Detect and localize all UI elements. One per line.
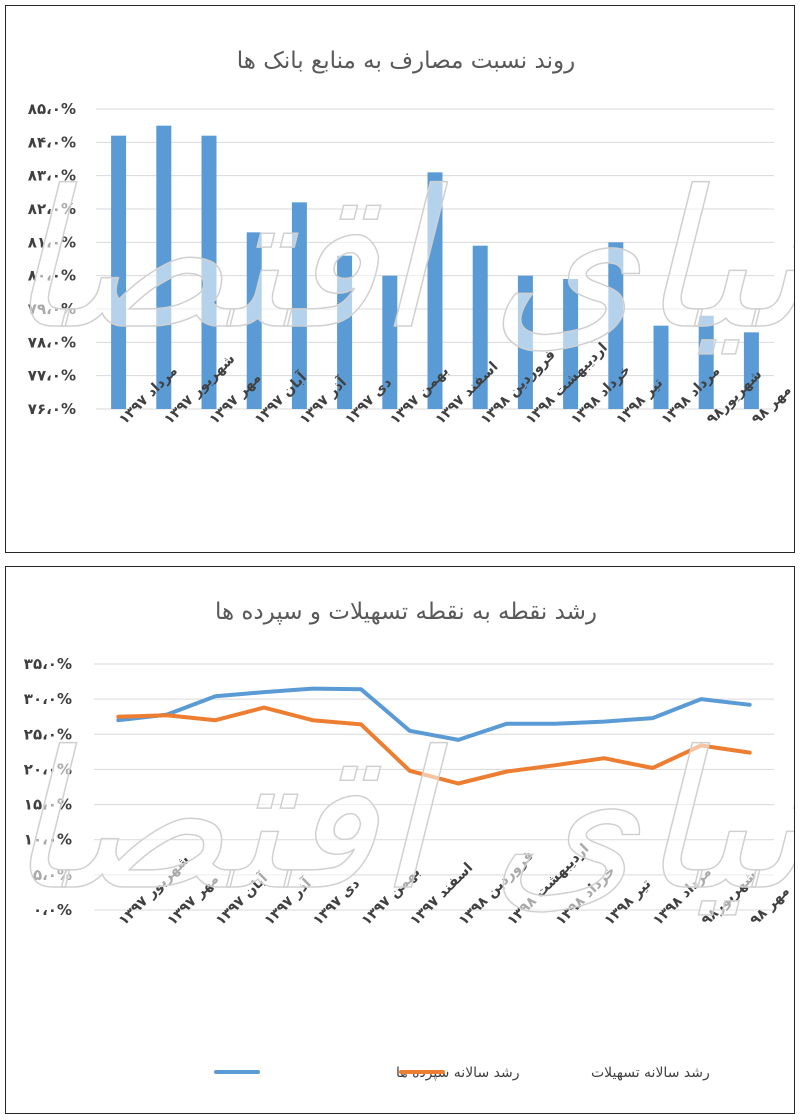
bar [111, 135, 127, 409]
y-tick-label: ۱۵،۰% [24, 796, 72, 814]
line-chart-legend: رشد سالانه سپرده ها رشد سالانه تسهیلات [214, 1065, 710, 1081]
y-tick-label: ۲۵،۰% [24, 725, 72, 743]
line-chart-series [116, 686, 752, 786]
bar [653, 325, 669, 409]
y-tick-label: ۷۸،۰% [28, 333, 76, 351]
y-tick-label: ۷۶،۰% [28, 400, 76, 418]
bar [246, 232, 262, 409]
watermark-logo: دنیای اقتصاد [6, 711, 794, 932]
y-tick-label: ۸۵،۰% [28, 100, 76, 118]
bar [743, 332, 759, 409]
bar [337, 255, 353, 409]
legend-label: رشد سالانه سپرده ها [396, 1065, 519, 1081]
bar-chart-bars [111, 125, 759, 410]
line-chart: رشد نقطه به نقطه تسهیلات و سپرده ها ۰،۰%… [6, 599, 794, 1081]
y-tick-label: ۱۰،۰% [24, 831, 72, 849]
bar-chart: روند نسبت مصارف به منابع بانک ها ۷۶،۰% ۷۷… [6, 48, 794, 428]
bar [156, 125, 172, 410]
legend-label: رشد سالانه تسهیلات [591, 1065, 710, 1081]
y-tick-label: ۷۹،۰% [28, 300, 76, 318]
bar-chart-panel: روند نسبت مصارف به منابع بانک ها ۷۶،۰% ۷۷… [5, 5, 795, 553]
line-chart-y-ticks: ۰،۰% ۵،۰% ۱۰،۰% ۱۵،۰% ۲۰،۰% ۲۵،۰% ۳۰،۰% ۳۵،۰% [24, 655, 72, 919]
y-tick-label: ۸۳،۰% [28, 167, 76, 185]
bar [427, 172, 443, 409]
line-chart-panel: رشد نقطه به نقطه تسهیلات و سپرده ها ۰،۰%… [5, 566, 795, 1114]
series-line-0 [116, 686, 752, 742]
bar [517, 275, 533, 409]
y-tick-label: ۸۴،۰% [28, 133, 76, 151]
bar [201, 135, 217, 409]
y-tick-label: ۰،۰% [33, 901, 72, 919]
series-line-1 [116, 705, 752, 786]
bar [291, 202, 307, 409]
y-tick-label: ۸۱،۰% [28, 233, 76, 251]
y-tick-label: ۸۰،۰% [28, 267, 76, 285]
y-tick-label: ۳۵،۰% [24, 655, 72, 673]
bar [608, 242, 624, 409]
bar [563, 279, 579, 409]
bar [698, 315, 714, 409]
bar-chart-y-ticks: ۷۶،۰% ۷۷،۰% ۷۸،۰% ۷۹،۰% ۸۰،۰% ۸۱،۰% ۸۲،۰% ۸۳،۰%… [28, 100, 76, 418]
y-tick-label: ۷۷،۰% [28, 367, 76, 385]
y-tick-label: ۸۲،۰% [28, 200, 76, 218]
bar [472, 245, 488, 409]
y-tick-label: ۲۰،۰% [24, 760, 72, 778]
line-chart-title: رشد نقطه به نقطه تسهیلات و سپرده ها [215, 599, 597, 625]
bar-chart-title: روند نسبت مصارف به منابع بانک ها [237, 48, 575, 74]
watermark-logo: دنیای اقتصاد [6, 150, 794, 371]
y-tick-label: ۵،۰% [33, 866, 72, 884]
bar [382, 275, 398, 409]
y-tick-label: ۳۰،۰% [24, 690, 72, 708]
